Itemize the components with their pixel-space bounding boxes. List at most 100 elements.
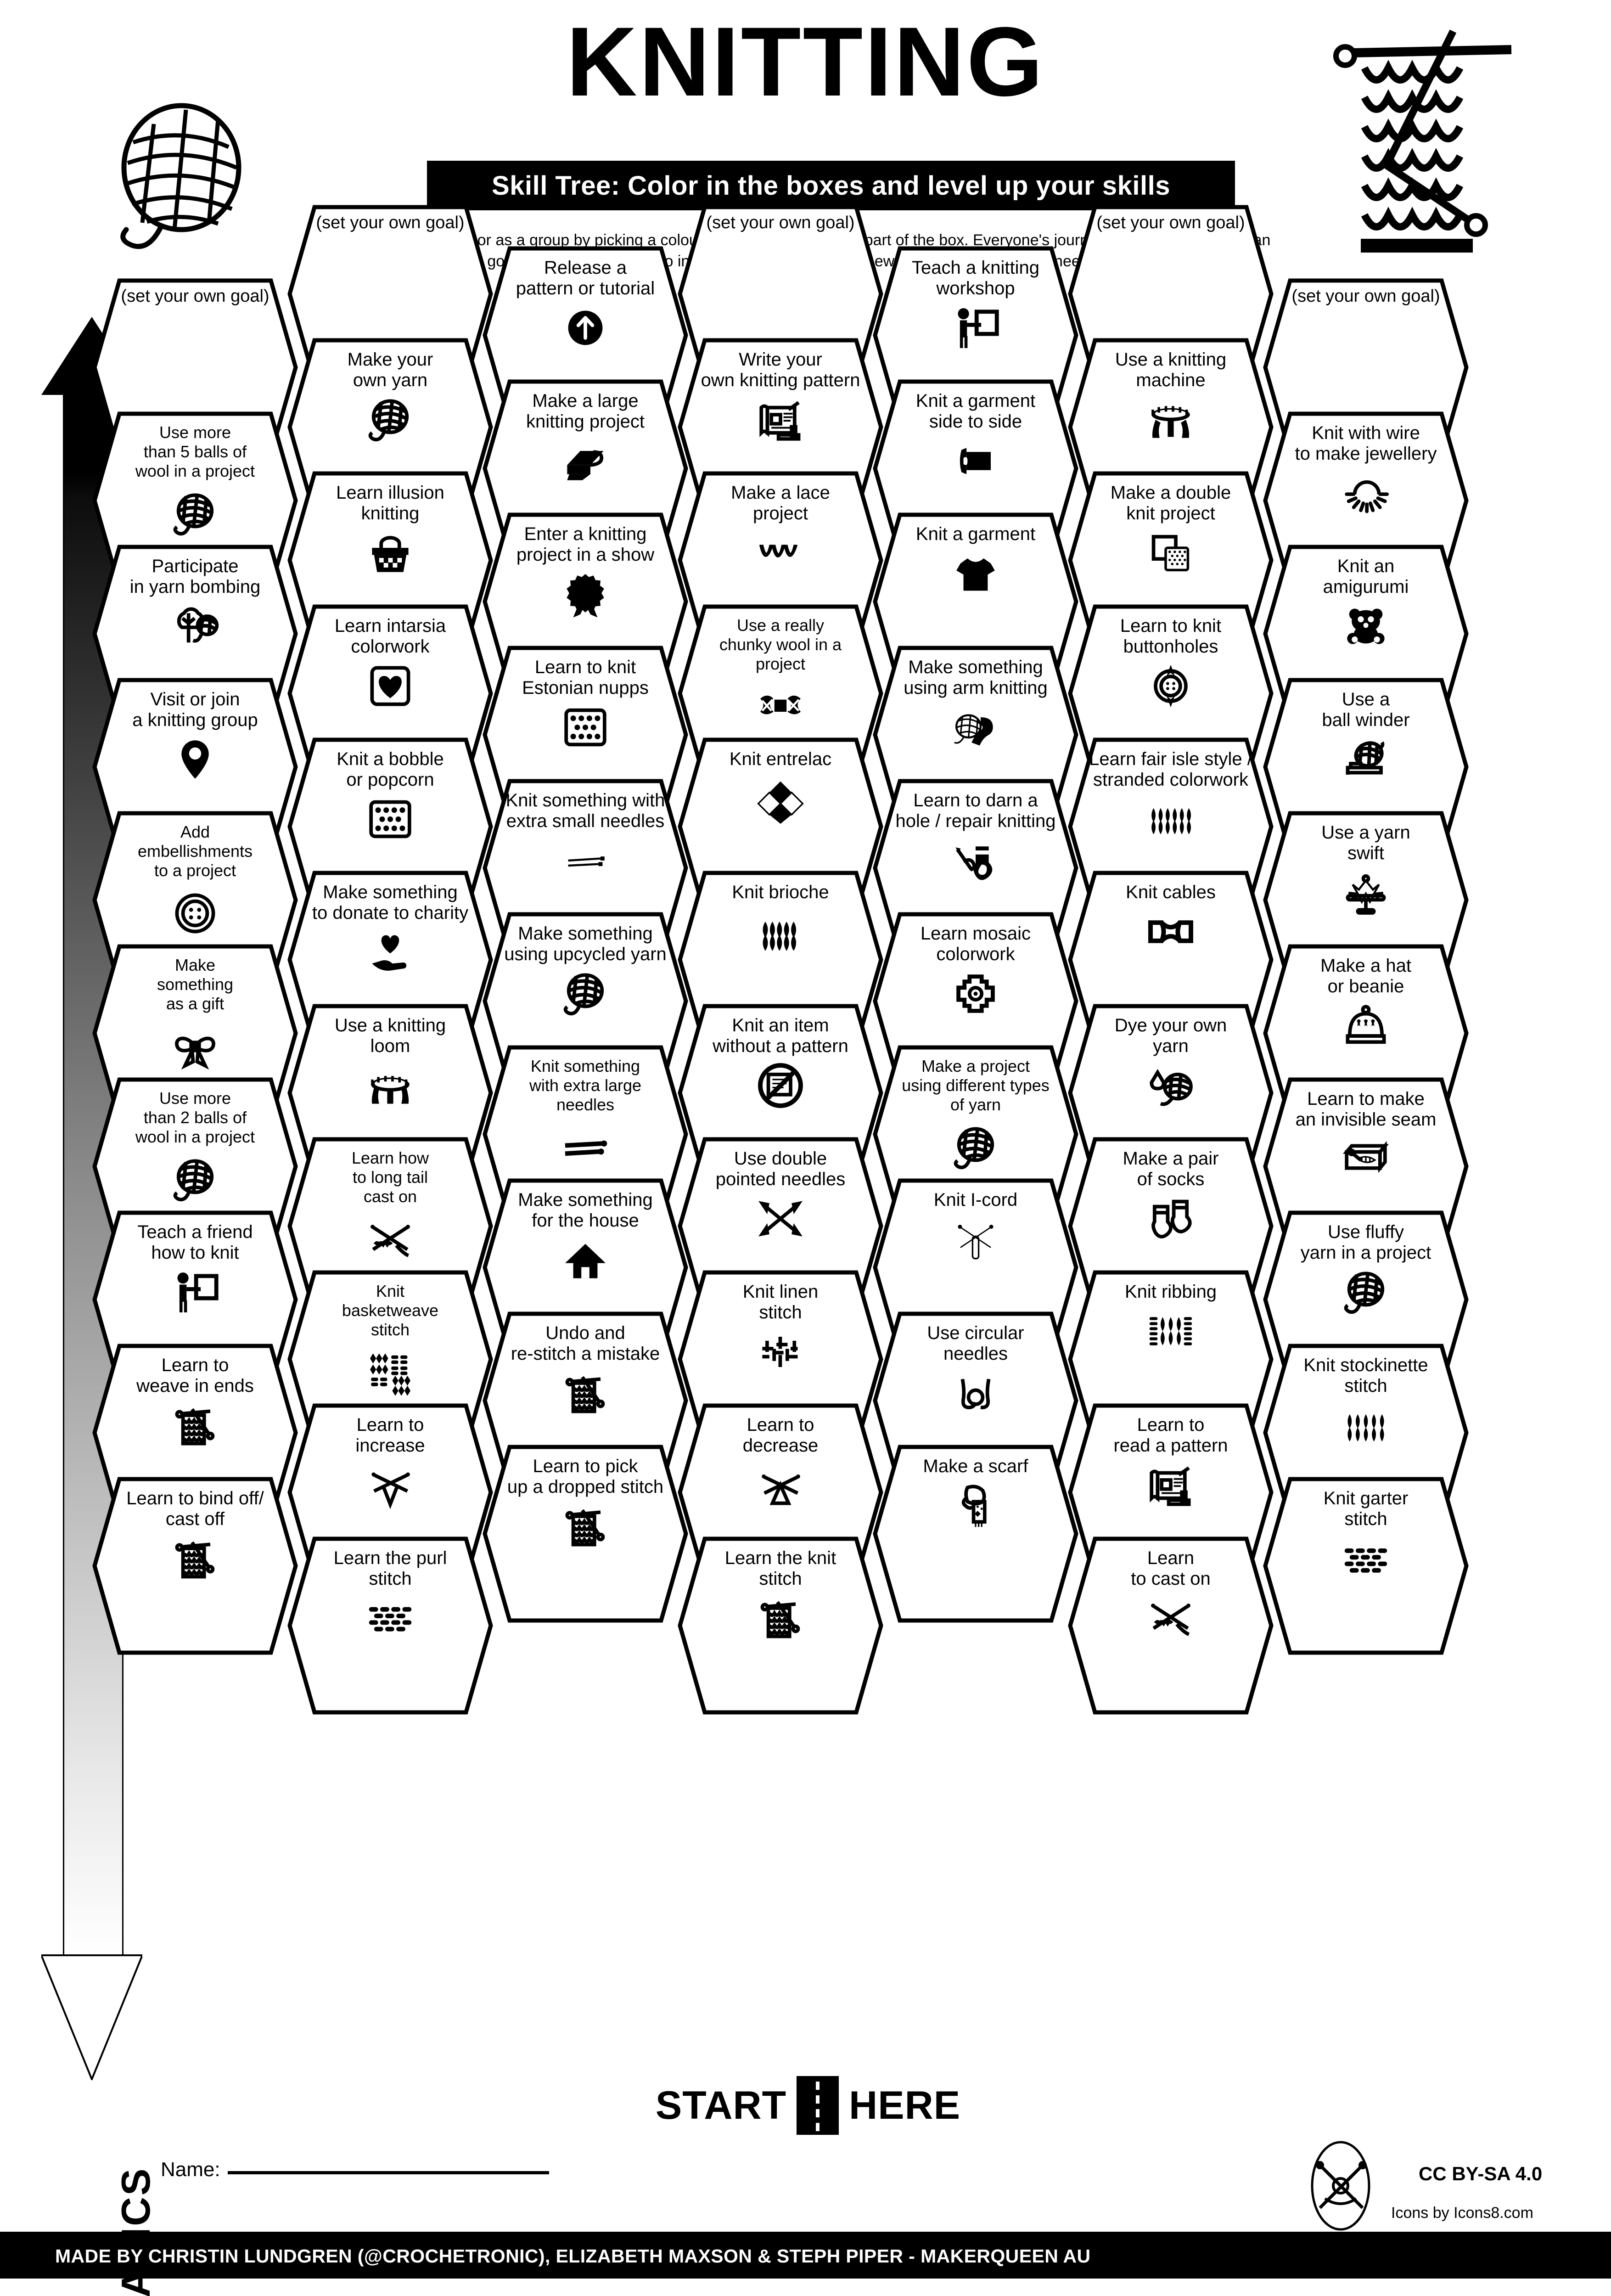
footer-bar: MADE BY CHRISTIN LUNDGREN (@CROCHETRONIC… — [0, 2232, 1611, 2279]
needle-fabric-icon — [482, 1368, 689, 1423]
mosaic-icon — [872, 968, 1079, 1024]
house-icon — [482, 1235, 689, 1290]
makerqueen-logo — [1295, 2140, 1386, 2232]
knitting-needles-decoration — [1331, 28, 1524, 280]
pattern-paper-icon — [677, 394, 884, 450]
icons-credit-label: Icons by Icons8.com — [1391, 2204, 1533, 2222]
skill-hex[interactable]: Learn to bind off/cast off — [92, 1476, 298, 1655]
needle-fabric-icon — [482, 1501, 689, 1556]
invisible-seam-icon — [1263, 1134, 1469, 1189]
ribbing-icon — [1067, 1306, 1274, 1361]
skill-label: Knit I-cord — [884, 1190, 1067, 1210]
button-icon — [92, 888, 298, 943]
basket-checker-icon — [287, 528, 494, 583]
stockinette-icon — [1263, 1400, 1469, 1455]
buttonhole-icon — [1067, 661, 1274, 716]
decrease-icon — [677, 1460, 884, 1515]
yarn-skein-icon — [677, 681, 884, 737]
skill-label: Learn to bind off/cast off — [104, 1488, 286, 1530]
yarn-ball-icon — [482, 968, 689, 1024]
socks-icon — [1067, 1193, 1274, 1249]
skill-label: Make a scarf — [884, 1456, 1067, 1477]
upload-arrow-icon — [482, 303, 689, 358]
here-label: HERE — [849, 2083, 960, 2128]
garter-icon — [1263, 1533, 1469, 1588]
skill-label: (set your own goal) — [1079, 213, 1262, 233]
skill-label: Learn fair isle style /stranded colorwor… — [1079, 749, 1262, 790]
ball-winder-icon — [1263, 734, 1469, 789]
purl-brick-icon — [287, 1593, 494, 1648]
pattern-paper-icon — [1067, 1460, 1274, 1515]
skill-label: Knit a garment — [884, 524, 1067, 545]
teacher-board-icon — [872, 303, 1079, 358]
linen-stitch-icon — [677, 1327, 884, 1382]
scarf-icon — [872, 1480, 1079, 1536]
name-input-rule[interactable] — [228, 2171, 549, 2174]
skill-label: Knit cables — [1079, 882, 1262, 903]
name-field[interactable]: Name: — [161, 2158, 549, 2181]
brioche-stitch-icon — [677, 906, 884, 962]
tree-yarn-icon — [92, 601, 298, 656]
no-pattern-icon — [677, 1060, 884, 1115]
needle-fabric-icon — [677, 1593, 884, 1648]
cable-icon — [1067, 906, 1274, 962]
increase-icon — [287, 1460, 494, 1515]
blanket-icon — [482, 436, 689, 491]
yarn-ball-icon — [92, 1154, 298, 1210]
subtitle-banner: Skill Tree: Color in the boxes and level… — [427, 161, 1235, 210]
double-knit-icon — [1067, 528, 1274, 583]
skill-label: (set your own goal) — [104, 286, 286, 307]
skill-label: Knit ribbing — [1079, 1282, 1262, 1302]
yarn-swift-icon — [1263, 867, 1469, 923]
yarn-ball-decoration — [106, 99, 257, 264]
beanie-icon — [1263, 1001, 1469, 1056]
skill-hex[interactable]: Make a scarf — [872, 1444, 1079, 1623]
dye-yarn-icon — [1067, 1060, 1274, 1115]
skill-label: (set your own goal) — [299, 213, 482, 233]
gift-bow-icon — [92, 1021, 298, 1076]
knitting-loom-icon — [287, 1060, 494, 1115]
wire-fan-icon — [1263, 468, 1469, 523]
